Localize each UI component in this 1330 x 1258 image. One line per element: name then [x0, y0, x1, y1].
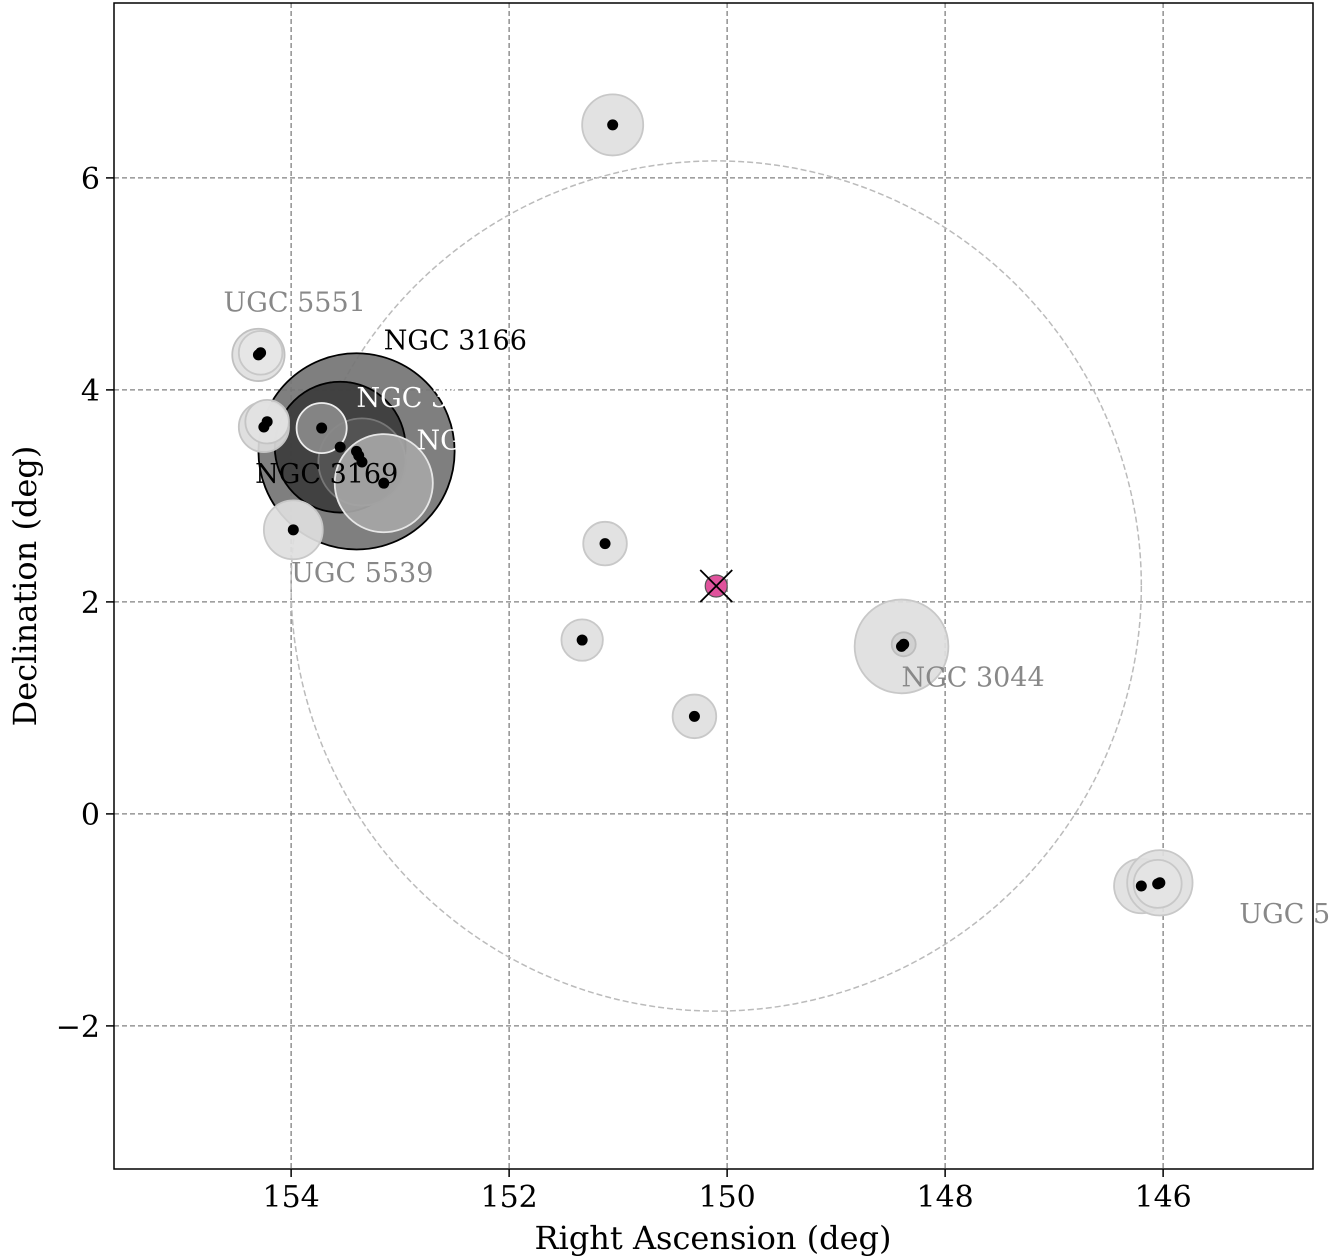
x-axis-label: Right Ascension (deg)	[534, 1219, 891, 1257]
galaxy-point	[607, 119, 619, 131]
galaxy-point	[378, 477, 390, 489]
galaxy-label: NGC 3166	[384, 326, 527, 357]
galaxy-point	[316, 422, 328, 434]
galaxy-label: NGC 3044	[902, 663, 1045, 694]
galaxy-label: UGC 5205	[1239, 899, 1330, 930]
y-tick-label: 6	[81, 162, 100, 197]
galaxy-point	[255, 347, 267, 359]
galaxy-label: UGC 5539	[291, 558, 433, 589]
galaxy-point	[576, 634, 588, 646]
grid-lines	[114, 3, 1313, 1169]
y-tick-label: 0	[81, 798, 100, 833]
galaxy-point	[261, 416, 273, 428]
galaxy-point	[688, 710, 700, 722]
x-tick-label: 148	[916, 1180, 973, 1215]
target-cross	[699, 569, 733, 603]
search-radius-circle	[290, 160, 1143, 1012]
plot-frame	[113, 2, 1314, 1170]
y-tick-label: 2	[81, 586, 100, 621]
galaxy-labels: UGC 5551 NGC 3166 NGC 3165 NGC 3156 NGC 3169…	[224, 287, 1330, 930]
x-tick-label: 154	[262, 1180, 319, 1215]
y-tick-label: −2	[56, 1010, 100, 1045]
y-tick-label: 4	[81, 374, 100, 409]
y-axis-label: Declination (deg)	[6, 446, 44, 727]
x-tick-label: 152	[480, 1180, 537, 1215]
galaxy-point	[334, 441, 346, 453]
galaxy-point	[353, 450, 365, 462]
axis-ticks: 154 152 150 148 146 −2 0 2 4 6	[56, 162, 1192, 1215]
galaxy-point	[1135, 880, 1147, 892]
galaxy-label: NGC 3156	[416, 425, 559, 456]
galaxy-point	[599, 538, 611, 550]
galaxy-point	[1152, 878, 1164, 890]
galaxy-point	[287, 524, 299, 536]
galaxy-label: NGC 3169	[255, 459, 398, 490]
x-tick-label: 150	[698, 1180, 755, 1215]
galaxy-label: UGC 5551	[224, 287, 366, 318]
galaxy-point	[898, 638, 910, 650]
galaxy-label: NGC 3165	[357, 383, 500, 414]
x-tick-label: 146	[1134, 1180, 1191, 1215]
data-layer	[231, 93, 1194, 1012]
